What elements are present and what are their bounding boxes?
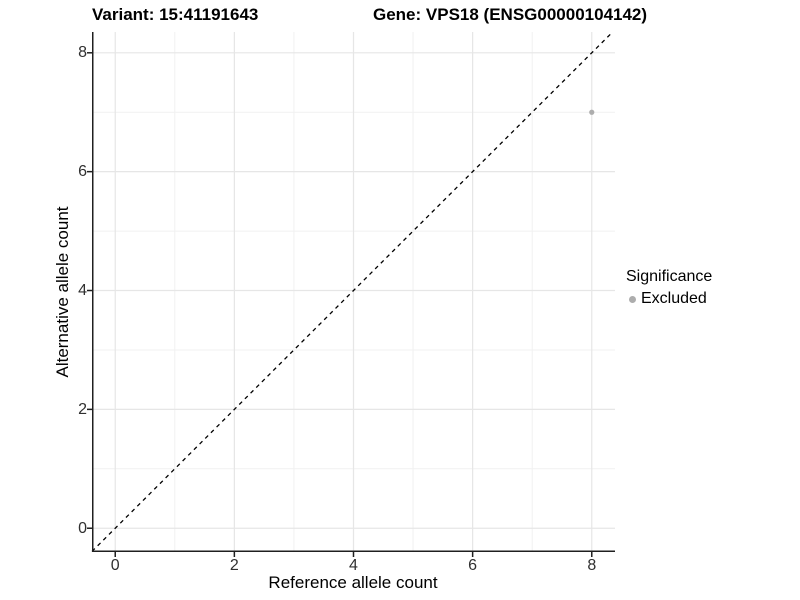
x-tick-label: 4 xyxy=(349,557,358,574)
y-tick-label: 0 xyxy=(78,519,87,537)
legend: Significance Excluded xyxy=(626,268,712,308)
x-tick-label: 0 xyxy=(110,557,120,574)
x-tick-label: 2 xyxy=(229,557,239,574)
legend-title: Significance xyxy=(626,268,713,285)
legend-item-excluded: Excluded xyxy=(626,290,712,308)
plot-canvas xyxy=(87,31,615,557)
variant-title: Variant: 15:41191643 xyxy=(92,5,259,24)
x-tick-label: 6 xyxy=(468,557,478,574)
x-axis-title: Reference allele count xyxy=(268,573,438,592)
plot-panel xyxy=(87,31,615,557)
gene-title: Gene: VPS18 (ENSG00000104142) xyxy=(373,5,648,24)
y-tick-label: 8 xyxy=(78,44,87,62)
y-tick-label: 6 xyxy=(78,163,87,181)
legend-point-icon xyxy=(629,295,636,303)
identity-reference-line xyxy=(91,31,614,552)
y-tick-label: 2 xyxy=(78,400,87,418)
data-point xyxy=(589,109,595,115)
legend-item-label: Excluded xyxy=(641,290,707,307)
y-tick-label: 4 xyxy=(78,282,87,299)
x-tick-label: 8 xyxy=(587,557,597,574)
